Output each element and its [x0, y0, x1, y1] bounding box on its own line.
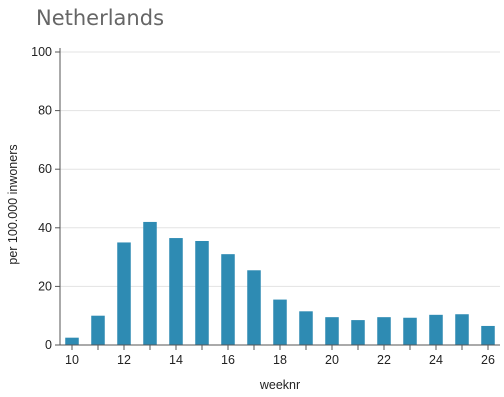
x-tick-label: 16	[221, 353, 235, 367]
y-tick-label: 40	[38, 221, 52, 235]
bar-week-18	[273, 299, 287, 345]
y-axis-ticks: 0 20 40 60 80 100	[31, 45, 60, 352]
y-tick-label: 0	[45, 338, 52, 352]
y-axis-label: per 100.000 inwoners	[6, 144, 20, 264]
x-tick-label: 20	[325, 353, 339, 367]
bar-week-26	[481, 325, 495, 345]
bar-week-12	[117, 242, 131, 345]
y-tick-label: 60	[38, 162, 52, 176]
bar-week-21	[351, 320, 365, 345]
bar-week-14	[169, 238, 183, 345]
bar-week-11	[91, 315, 105, 345]
y-tick-label: 20	[38, 279, 52, 293]
bar-week-13	[143, 221, 157, 345]
x-tick-label: 24	[429, 353, 443, 367]
x-tick-label: 12	[117, 353, 131, 367]
bar-week-25	[455, 314, 469, 345]
bar-week-19	[299, 311, 313, 345]
bar-week-10	[65, 337, 79, 345]
x-tick-label: 18	[273, 353, 287, 367]
bar-week-24	[429, 314, 443, 345]
bars	[65, 221, 495, 345]
bar-week-17	[247, 270, 261, 345]
chart-title: Netherlands	[36, 6, 165, 30]
y-tick-label: 100	[31, 45, 52, 59]
bar-week-20	[325, 317, 339, 345]
x-axis-label: weeknr	[259, 378, 300, 392]
x-tick-label: 10	[65, 353, 79, 367]
x-axis-ticks: 10 12 14 16 18 20 22 24 26	[65, 345, 495, 367]
bar-week-22	[377, 317, 391, 345]
bar-week-16	[221, 254, 235, 345]
bar-week-15	[195, 240, 209, 345]
x-tick-label: 26	[481, 353, 495, 367]
x-tick-label: 22	[377, 353, 391, 367]
bar-week-23	[403, 317, 417, 345]
y-tick-label: 80	[38, 104, 52, 118]
x-tick-label: 14	[169, 353, 183, 367]
gridlines	[60, 51, 500, 287]
